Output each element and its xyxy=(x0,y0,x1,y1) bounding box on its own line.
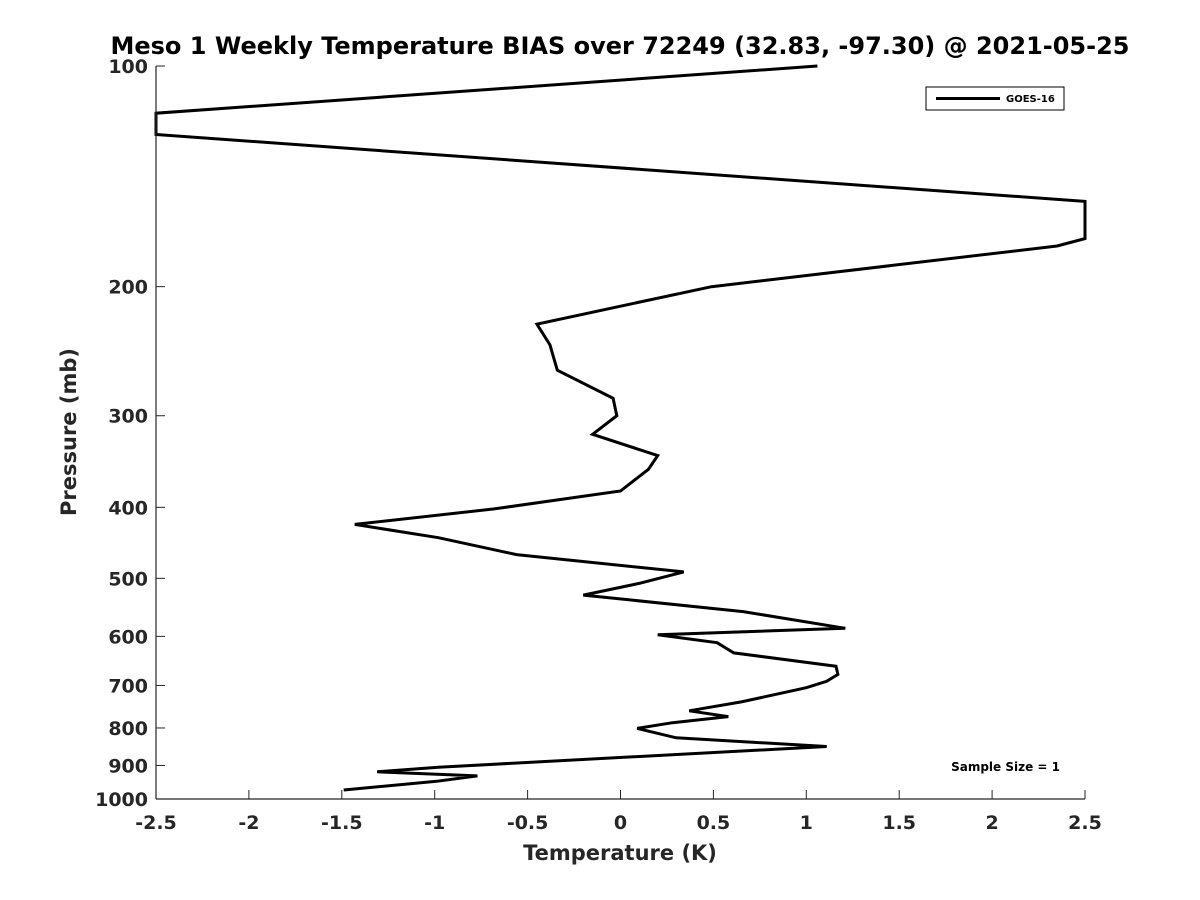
y-tick-label: 600 xyxy=(108,626,148,648)
y-axis-label: Pressure (mb) xyxy=(57,348,81,516)
x-tick-label: -1.5 xyxy=(321,812,363,834)
y-tick-label: 400 xyxy=(108,497,148,519)
y-tick-label: 800 xyxy=(108,718,148,740)
x-tick-label: 0 xyxy=(614,812,627,834)
y-tick-label: 100 xyxy=(108,56,148,78)
x-tick-label: 0.5 xyxy=(697,812,731,834)
chart-title: Meso 1 Weekly Temperature BIAS over 7224… xyxy=(110,32,1129,60)
legend-label-goes-16: GOES-16 xyxy=(1006,94,1055,105)
x-tick-label: -1 xyxy=(424,812,445,834)
y-tick-label: 900 xyxy=(108,755,148,777)
y-tick-label: 700 xyxy=(108,675,148,697)
x-tick-label: -2.5 xyxy=(135,812,177,834)
x-tick-label: 1.5 xyxy=(882,812,916,834)
x-tick-label: 2.5 xyxy=(1068,812,1102,834)
sample-size-annotation: Sample Size = 1 xyxy=(951,760,1060,774)
legend: GOES-16 xyxy=(925,86,1065,111)
y-tick-label: 300 xyxy=(108,406,148,428)
x-tick-label: 2 xyxy=(985,812,998,834)
x-tick-label: -2 xyxy=(238,812,259,834)
y-tick-label: 200 xyxy=(108,277,148,299)
axes xyxy=(155,65,1086,800)
series-line-goes-16 xyxy=(154,64,1087,792)
tick-labels: -2.5 -2 -1.5 -1 -0.5 0 0.5 1 1.5 2 2.5 100 200 300 400… xyxy=(95,56,1102,834)
plot-background xyxy=(156,66,1085,799)
y-tick-label: 500 xyxy=(108,568,148,590)
x-tick-label: -0.5 xyxy=(507,812,549,834)
y-tick-label: 1000 xyxy=(95,789,148,811)
plot-area xyxy=(156,66,1085,799)
x-tick-label: 1 xyxy=(800,812,813,834)
x-axis-label: Temperature (K) xyxy=(523,841,717,865)
series-layer xyxy=(154,64,1087,792)
